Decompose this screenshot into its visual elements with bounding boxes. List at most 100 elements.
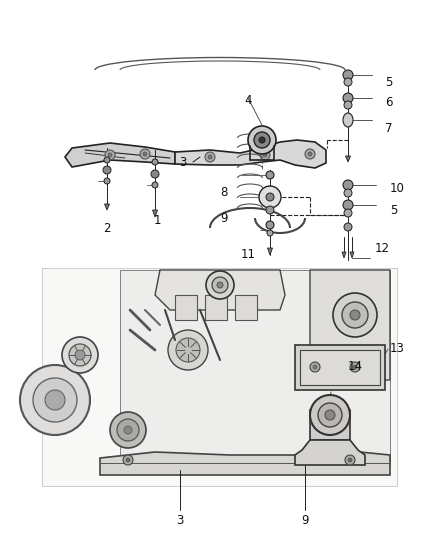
- Text: 2: 2: [103, 222, 111, 235]
- Circle shape: [310, 395, 350, 435]
- Circle shape: [176, 338, 200, 362]
- Circle shape: [343, 200, 353, 210]
- Circle shape: [208, 155, 212, 159]
- Text: 5: 5: [385, 76, 392, 88]
- Circle shape: [344, 209, 352, 217]
- Circle shape: [259, 186, 281, 208]
- Circle shape: [260, 150, 270, 160]
- Circle shape: [217, 282, 223, 288]
- Polygon shape: [120, 270, 390, 465]
- Polygon shape: [152, 210, 158, 217]
- Polygon shape: [100, 452, 390, 475]
- Circle shape: [353, 365, 357, 369]
- Circle shape: [152, 182, 158, 188]
- Circle shape: [266, 206, 274, 214]
- Text: 11: 11: [240, 248, 255, 262]
- Polygon shape: [310, 270, 390, 380]
- Circle shape: [259, 137, 265, 143]
- Circle shape: [104, 178, 110, 184]
- Circle shape: [343, 93, 353, 103]
- Polygon shape: [235, 295, 257, 320]
- Circle shape: [75, 350, 85, 360]
- Circle shape: [344, 223, 352, 231]
- Circle shape: [318, 403, 342, 427]
- Circle shape: [248, 126, 276, 154]
- Text: 6: 6: [385, 96, 392, 109]
- Circle shape: [20, 365, 90, 435]
- Circle shape: [350, 310, 360, 320]
- Text: 8: 8: [221, 187, 228, 199]
- Circle shape: [342, 302, 368, 328]
- Circle shape: [206, 271, 234, 299]
- Circle shape: [344, 101, 352, 109]
- Text: 9: 9: [220, 212, 228, 224]
- Text: 5: 5: [390, 204, 397, 216]
- Polygon shape: [268, 248, 272, 255]
- Circle shape: [143, 152, 147, 156]
- Text: 12: 12: [375, 241, 390, 254]
- Text: 14: 14: [348, 360, 363, 374]
- Circle shape: [263, 153, 267, 157]
- Circle shape: [103, 166, 111, 174]
- Polygon shape: [300, 350, 380, 385]
- Circle shape: [126, 458, 130, 462]
- Polygon shape: [175, 140, 326, 168]
- Text: 4: 4: [244, 93, 252, 107]
- Text: 3: 3: [179, 156, 187, 168]
- Circle shape: [344, 189, 352, 197]
- Circle shape: [45, 390, 65, 410]
- Circle shape: [325, 410, 335, 420]
- Circle shape: [305, 149, 315, 159]
- Circle shape: [345, 455, 355, 465]
- Polygon shape: [310, 410, 350, 440]
- Text: 1: 1: [153, 214, 161, 227]
- Polygon shape: [65, 143, 175, 167]
- Polygon shape: [155, 270, 285, 310]
- Circle shape: [266, 171, 274, 179]
- Polygon shape: [342, 252, 346, 258]
- Circle shape: [310, 362, 320, 372]
- Circle shape: [123, 455, 133, 465]
- Circle shape: [254, 132, 270, 148]
- Circle shape: [205, 152, 215, 162]
- Circle shape: [151, 170, 159, 178]
- Circle shape: [104, 157, 110, 163]
- Circle shape: [117, 419, 139, 441]
- Circle shape: [140, 149, 150, 159]
- Circle shape: [212, 277, 228, 293]
- Circle shape: [105, 150, 115, 160]
- Text: 7: 7: [385, 122, 392, 134]
- Circle shape: [308, 152, 312, 156]
- Text: 13: 13: [390, 343, 405, 356]
- Circle shape: [168, 330, 208, 370]
- Circle shape: [350, 362, 360, 372]
- Text: 10: 10: [390, 182, 405, 195]
- Text: 3: 3: [177, 513, 184, 527]
- Ellipse shape: [343, 113, 353, 127]
- Circle shape: [33, 378, 77, 422]
- Circle shape: [333, 293, 377, 337]
- Circle shape: [267, 230, 273, 236]
- Polygon shape: [295, 345, 385, 390]
- Circle shape: [110, 412, 146, 448]
- Circle shape: [348, 458, 352, 462]
- Circle shape: [344, 78, 352, 86]
- Circle shape: [266, 221, 274, 229]
- Circle shape: [313, 365, 317, 369]
- Polygon shape: [205, 295, 227, 320]
- Circle shape: [62, 337, 98, 373]
- Circle shape: [343, 70, 353, 80]
- Polygon shape: [175, 295, 197, 320]
- Circle shape: [152, 159, 158, 165]
- Polygon shape: [346, 156, 350, 162]
- Polygon shape: [295, 440, 365, 465]
- Polygon shape: [105, 204, 110, 210]
- Circle shape: [108, 153, 112, 157]
- Bar: [42, 268, 397, 486]
- Circle shape: [69, 344, 91, 366]
- Polygon shape: [350, 252, 354, 258]
- Circle shape: [266, 193, 274, 201]
- Text: 9: 9: [301, 513, 309, 527]
- Circle shape: [124, 426, 132, 434]
- Circle shape: [343, 180, 353, 190]
